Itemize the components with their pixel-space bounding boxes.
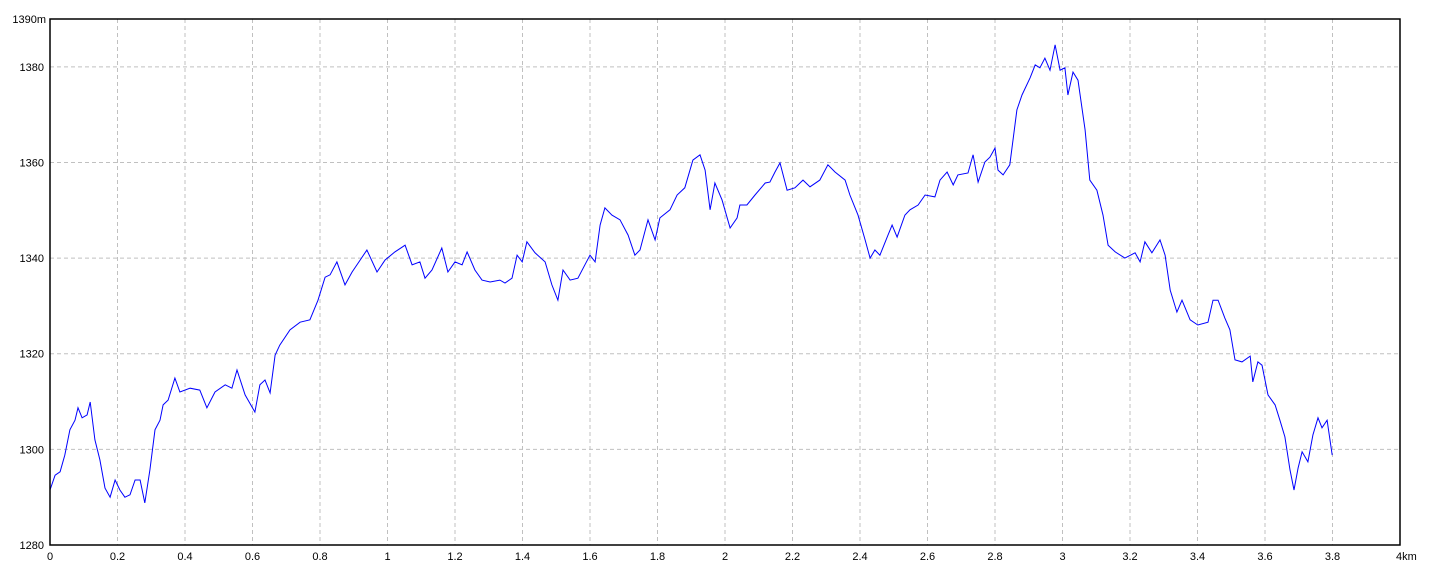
x-tick-label: 0 (47, 551, 53, 563)
x-tick-label: 2 (722, 551, 728, 563)
x-tick-label: 0.8 (312, 551, 327, 563)
x-tick-label: 0.6 (245, 551, 260, 563)
x-tick-label: 1.8 (650, 551, 665, 563)
x-tick-label: 1.4 (515, 551, 530, 563)
x-tick-label: 2.2 (785, 551, 800, 563)
x-tick-label: 2.4 (852, 551, 867, 563)
x-tick-label: 0.2 (110, 551, 125, 563)
x-tick-label: 3.2 (1122, 551, 1137, 563)
y-tick-label: 1340 (20, 253, 44, 265)
x-tick-label: 1 (384, 551, 390, 563)
grid (50, 19, 1400, 545)
y-tick-label: 1360 (20, 157, 44, 169)
x-tick-label: 3.8 (1325, 551, 1340, 563)
x-tick-label: 4km (1396, 551, 1417, 563)
x-tick-label: 3 (1059, 551, 1065, 563)
x-axis-ticks: 0 0.2 0.4 0.6 0.8 1 1.2 1.4 1.6 1.8 2 2.2 2.4 2.6 2.8 3… (47, 551, 1417, 563)
plot-frame (49, 18, 1401, 546)
x-tick-label: 2.6 (920, 551, 935, 563)
y-tick-label: 1300 (20, 444, 44, 456)
x-tick-label: 2.8 (987, 551, 1002, 563)
x-tick-label: 3.6 (1257, 551, 1272, 563)
y-tick-label: 1390m (12, 14, 46, 26)
y-axis-ticks: 1280 1300 1320 1340 1360 1380 1390m (12, 14, 46, 552)
y-tick-label: 1280 (20, 540, 44, 552)
x-tick-label: 1.2 (447, 551, 462, 563)
x-tick-label: 1.6 (582, 551, 597, 563)
x-tick-label: 3.4 (1190, 551, 1205, 563)
y-tick-label: 1380 (20, 62, 44, 74)
x-tick-label: 0.4 (177, 551, 192, 563)
elevation-line (49, 44, 1333, 504)
y-tick-label: 1320 (20, 349, 44, 361)
